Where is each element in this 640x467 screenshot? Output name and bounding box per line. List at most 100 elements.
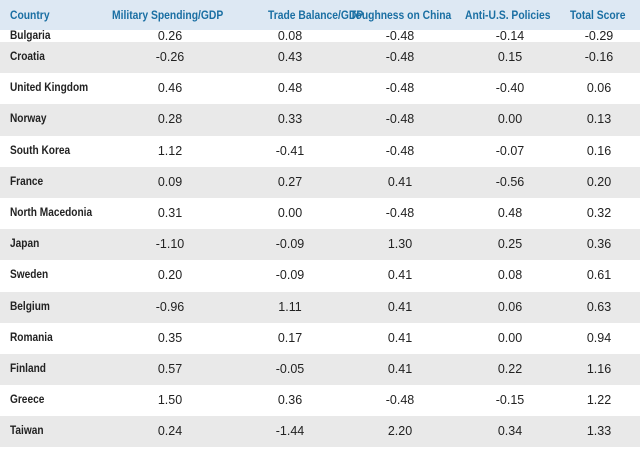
total-score-cell: 0.36 [586, 237, 612, 252]
anti-us-policies-cell: -0.40 [495, 81, 525, 96]
table-row: Japan -1.10 -0.09 1.30 0.25 0.36 [0, 229, 640, 261]
total-score-cell: 1.22 [586, 393, 612, 408]
military-spending-cell: 0.09 [157, 174, 183, 189]
anti-us-policies-cell: 0.48 [497, 205, 523, 220]
country-cell: Greece [10, 394, 45, 407]
trade-balance-cell: 0.08 [277, 29, 303, 43]
anti-us-policies-cell: 0.06 [497, 299, 523, 314]
toughness-on-china-cell: -0.48 [385, 143, 415, 158]
country-cell: Norway [10, 113, 47, 126]
trade-balance-cell: -0.41 [275, 143, 305, 158]
anti-us-policies-cell: -0.15 [495, 393, 525, 408]
anti-us-policies-cell: -0.07 [495, 143, 525, 158]
anti-us-policies-cell: 0.15 [497, 50, 523, 64]
table-row: Croatia -0.26 0.43 -0.48 0.15 -0.16 [0, 42, 640, 74]
trade-balance-cell: 0.17 [277, 330, 303, 345]
trade-balance-cell: -0.09 [275, 268, 305, 283]
country-cell: Finland [10, 362, 46, 375]
table-row: Taiwan 0.24 -1.44 2.20 0.34 1.33 [0, 416, 640, 448]
anti-us-policies-cell: -0.14 [495, 29, 525, 43]
trade-balance-cell: 0.33 [277, 112, 303, 127]
header-country: Country [10, 8, 50, 22]
toughness-on-china-cell: -0.48 [385, 50, 415, 64]
toughness-on-china-cell: -0.48 [385, 112, 415, 127]
table-row: Sweden 0.20 -0.09 0.41 0.08 0.61 [0, 260, 640, 291]
military-spending-cell: 0.24 [157, 424, 183, 439]
total-score-cell: -0.29 [584, 29, 614, 43]
country-score-table: Country Military Spending/GDP Trade Bala… [0, 0, 640, 448]
header-trade-balance: Trade Balance/GDP [268, 8, 364, 22]
total-score-cell: 0.16 [586, 143, 612, 158]
country-cell: Romania [10, 331, 53, 344]
toughness-on-china-cell: 0.41 [387, 361, 413, 376]
table-header: Country Military Spending/GDP Trade Bala… [0, 0, 640, 30]
country-cell: France [10, 175, 44, 188]
country-cell: United Kingdom [10, 82, 89, 95]
anti-us-policies-cell: 0.22 [497, 361, 523, 376]
military-spending-cell: -1.10 [155, 237, 185, 252]
trade-balance-cell: 0.27 [277, 174, 303, 189]
trade-balance-cell: 0.36 [277, 393, 303, 408]
header-total-score: Total Score [570, 8, 626, 22]
total-score-cell: 0.61 [586, 268, 612, 283]
total-score-cell: -0.16 [584, 50, 614, 64]
country-cell: Bulgaria [10, 30, 51, 42]
military-spending-cell: 1.50 [157, 393, 183, 408]
military-spending-cell: -0.26 [155, 50, 185, 64]
header-toughness-on-china: Toughness on China [350, 8, 452, 22]
toughness-on-china-cell: -0.48 [385, 205, 415, 220]
country-cell: Japan [10, 238, 40, 251]
military-spending-cell: 0.20 [157, 268, 183, 283]
table-row: North Macedonia 0.31 0.00 -0.48 0.48 0.32 [0, 198, 640, 229]
military-spending-cell: 0.57 [157, 361, 183, 376]
total-score-cell: 0.13 [586, 112, 612, 127]
total-score-cell: 1.33 [586, 424, 612, 439]
anti-us-policies-cell: 0.00 [497, 112, 523, 127]
country-cell: Croatia [10, 51, 45, 63]
total-score-cell: 0.32 [586, 205, 612, 220]
military-spending-cell: 1.12 [157, 143, 183, 158]
total-score-cell: 0.63 [586, 299, 612, 314]
table-row: United Kingdom 0.46 0.48 -0.48 -0.40 0.06 [0, 73, 640, 104]
military-spending-cell: 0.28 [157, 112, 183, 127]
toughness-on-china-cell: 0.41 [387, 330, 413, 345]
country-cell: North Macedonia [10, 206, 93, 219]
trade-balance-cell: 0.43 [277, 50, 303, 64]
table-row: Greece 1.50 0.36 -0.48 -0.15 1.22 [0, 385, 640, 416]
total-score-cell: 0.06 [586, 81, 612, 96]
total-score-cell: 0.94 [586, 330, 612, 345]
table-row: Finland 0.57 -0.05 0.41 0.22 1.16 [0, 353, 640, 386]
trade-balance-cell: -0.05 [275, 361, 305, 376]
total-score-cell: 1.16 [586, 361, 612, 376]
trade-balance-cell: -0.09 [275, 237, 305, 252]
military-spending-cell: 0.31 [157, 205, 183, 220]
anti-us-policies-cell: 0.00 [497, 330, 523, 345]
table-row: France 0.09 0.27 0.41 -0.56 0.20 [0, 166, 640, 198]
military-spending-cell: 0.35 [157, 330, 183, 345]
toughness-on-china-cell: -0.48 [385, 81, 415, 96]
anti-us-policies-cell: 0.25 [497, 237, 523, 252]
total-score-cell: 0.20 [586, 174, 612, 189]
toughness-on-china-cell: 0.41 [387, 174, 413, 189]
toughness-on-china-cell: 2.20 [387, 424, 413, 439]
table-row: Romania 0.35 0.17 0.41 0.00 0.94 [0, 323, 640, 354]
trade-balance-cell: 0.48 [277, 81, 303, 96]
military-spending-cell: 0.26 [157, 29, 183, 43]
anti-us-policies-cell: 0.34 [497, 424, 523, 439]
country-cell: Taiwan [10, 425, 44, 438]
table-row: South Korea 1.12 -0.41 -0.48 -0.07 0.16 [0, 136, 640, 167]
trade-balance-cell: 1.11 [278, 299, 302, 314]
anti-us-policies-cell: -0.56 [495, 174, 525, 189]
table-body: Bulgaria 0.26 0.08 -0.48 -0.14 -0.29 Croatia -0… [0, 29, 640, 448]
toughness-on-china-cell: -0.48 [385, 393, 415, 408]
trade-balance-cell: 0.00 [277, 205, 303, 220]
country-cell: Sweden [10, 269, 49, 282]
header-anti-us-policies: Anti-U.S. Policies [465, 8, 551, 22]
table-row: Belgium -0.96 1.11 0.41 0.06 0.63 [0, 291, 640, 323]
trade-balance-cell: -1.44 [275, 424, 305, 439]
military-spending-cell: 0.46 [157, 81, 183, 96]
table-row: Norway 0.28 0.33 -0.48 0.00 0.13 [0, 104, 640, 136]
toughness-on-china-cell: -0.48 [385, 29, 415, 43]
toughness-on-china-cell: 0.41 [387, 299, 413, 314]
toughness-on-china-cell: 1.30 [387, 237, 413, 252]
